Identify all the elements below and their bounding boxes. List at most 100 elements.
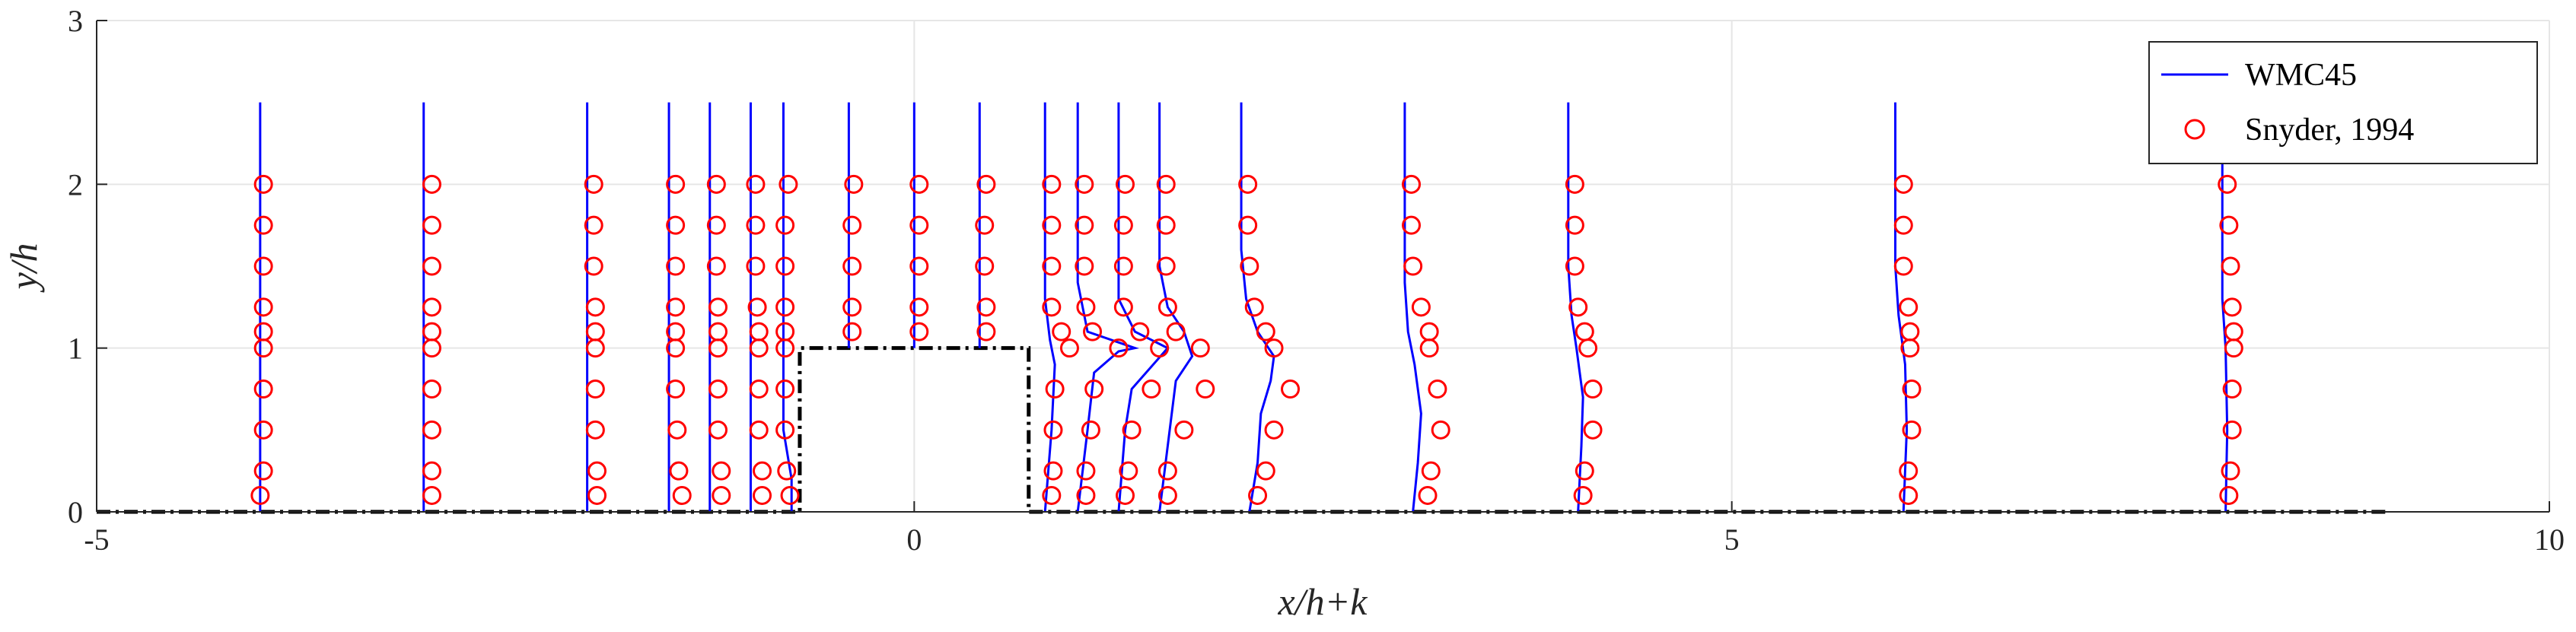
snyder-data-point [909, 174, 929, 194]
snyder-data-point [1042, 174, 1062, 194]
snyder-data-point [1043, 420, 1063, 440]
snyder-data-point [422, 322, 441, 341]
snyder-data-point [1083, 322, 1103, 341]
snyder-data-point [1042, 256, 1062, 276]
snyder-data-point [253, 256, 273, 276]
snyder-data-point [1156, 174, 1176, 194]
x-tick-label: -5 [84, 522, 109, 557]
snyder-data-point [1893, 256, 1913, 276]
snyder-data-point [753, 485, 772, 505]
snyder-data-point [250, 485, 270, 505]
snyder-data-point [1899, 485, 1918, 505]
snyder-data-point [2222, 420, 2242, 440]
snyder-data-point [779, 174, 798, 194]
wmc45-profile-line [782, 102, 793, 512]
snyder-data-point [1402, 174, 1422, 194]
snyder-data-point [253, 380, 273, 399]
snyder-data-point [1431, 420, 1450, 440]
snyder-data-point [1116, 485, 1135, 505]
snyder-data-point [775, 420, 795, 440]
snyder-data-point [1174, 420, 1194, 440]
snyder-data-point [1113, 215, 1133, 235]
snyder-data-point [747, 297, 767, 317]
snyder-data-point [842, 215, 862, 235]
snyder-data-point [2221, 461, 2240, 481]
snyder-data-point [1893, 215, 1913, 235]
snyder-data-point [1238, 174, 1258, 194]
snyder-data-point [666, 297, 686, 317]
snyder-data-point [842, 322, 862, 341]
snyder-data-point [1575, 461, 1594, 481]
legend-label-wmc45: WMC45 [2245, 58, 2357, 93]
snyder-data-point [1568, 297, 1588, 317]
snyder-data-point [746, 256, 766, 276]
snyder-data-point [749, 380, 769, 399]
snyder-data-point [1899, 461, 1918, 481]
snyder-data-point [777, 461, 797, 481]
snyder-data-point [1113, 256, 1133, 276]
snyder-data-point [666, 215, 686, 235]
x-tick-label: 5 [1724, 522, 1740, 557]
snyder-data-point [746, 215, 766, 235]
snyder-data-point [976, 297, 996, 317]
snyder-data-point [706, 256, 726, 276]
snyder-data-point [844, 174, 864, 194]
snyder-data-point [1264, 338, 1284, 358]
snyder-data-point [1113, 297, 1133, 317]
snyder-data-point [775, 256, 795, 276]
snyder-data-point [422, 485, 441, 505]
snyder-data-point [1238, 215, 1258, 235]
snyder-data-point [1583, 380, 1603, 399]
snyder-data-point [1076, 461, 1096, 481]
snyder-data-point [1196, 380, 1215, 399]
snyder-data-point [253, 420, 273, 440]
snyder-data-point [1240, 256, 1259, 276]
snyder-data-point [1084, 380, 1104, 399]
axes [96, 20, 2550, 513]
snyder-data-point [1428, 380, 1447, 399]
snyder-data-point [1156, 256, 1176, 276]
snyder-data-point [1902, 420, 1922, 440]
snyder-data-point [1256, 322, 1275, 341]
snyder-data-point [708, 297, 728, 317]
y-axis-label: y/h [2, 243, 45, 293]
snyder-data-point [753, 461, 772, 481]
snyder-data-point [1190, 338, 1210, 358]
legend-circle-swatch [2184, 119, 2205, 140]
snyder-data-point [1150, 338, 1170, 358]
snyder-data-point [1059, 338, 1079, 358]
snyder-data-point [975, 215, 995, 235]
snyder-data-point [422, 297, 441, 317]
snyder-data-point [1130, 322, 1150, 341]
snyder-data-point [1042, 485, 1062, 505]
snyder-data-point [253, 297, 273, 317]
snyder-data-point [667, 420, 687, 440]
snyder-data-point [1575, 322, 1594, 341]
snyder-data-point [909, 256, 929, 276]
snyder-data-point [712, 461, 731, 481]
snyder-data-point [1122, 420, 1142, 440]
snyder-data-point [909, 322, 929, 341]
snyder-data-point [1421, 461, 1441, 481]
snyder-data-point [749, 322, 769, 341]
snyder-data-point [842, 297, 862, 317]
snyder-data-point [775, 215, 795, 235]
x-axis-label: x/h+k [1277, 580, 1368, 623]
legend: WMC45 Snyder, 1994 [2148, 41, 2538, 164]
snyder-data-point [706, 174, 726, 194]
snyder-data-point [749, 420, 769, 440]
x-tick-label: 0 [906, 522, 922, 557]
snyder-data-point [1116, 174, 1135, 194]
wmc45-profile-line [1043, 102, 1056, 513]
snyder-data-point [1081, 420, 1100, 440]
snyder-data-point [2222, 297, 2242, 317]
snyder-data-point [584, 174, 603, 194]
snyder-data-point [1403, 256, 1423, 276]
snyder-data-point [1157, 297, 1177, 317]
snyder-data-point [1583, 420, 1603, 440]
snyder-data-point [1418, 485, 1438, 505]
legend-label-snyder-1994: Snyder, 1994 [2245, 113, 2414, 148]
snyder-data-point [976, 322, 996, 341]
snyder-data-point [708, 420, 728, 440]
snyder-data-point [422, 420, 441, 440]
